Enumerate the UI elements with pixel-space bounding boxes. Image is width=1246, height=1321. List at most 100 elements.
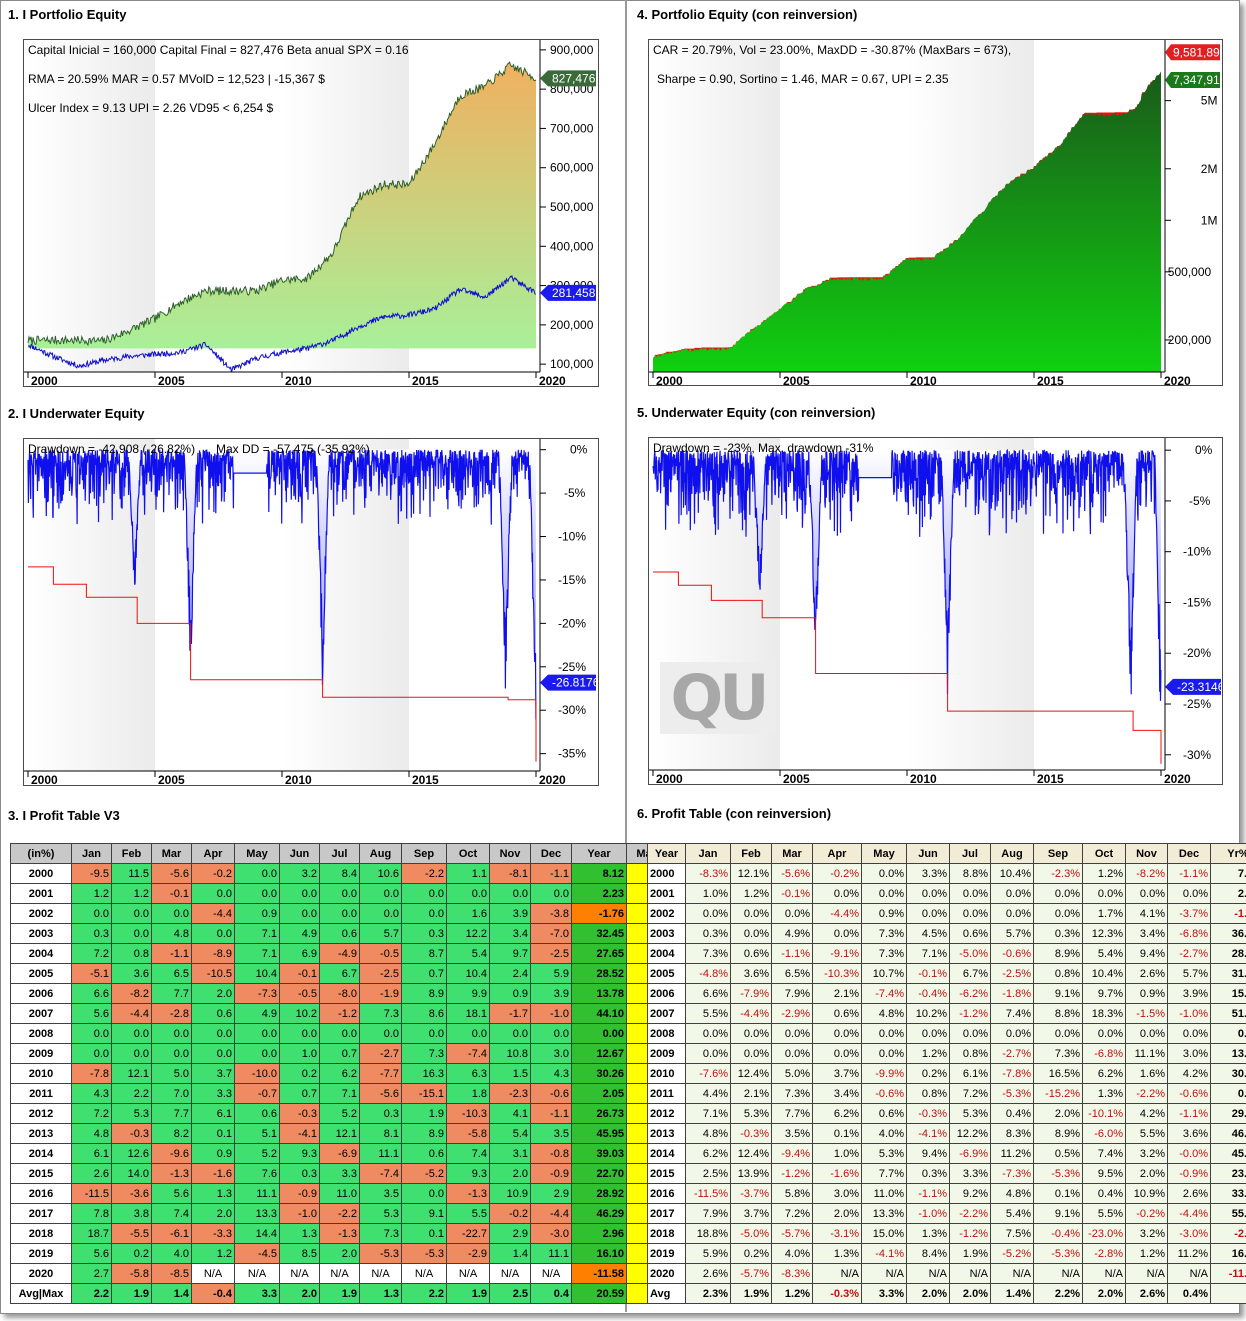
- table-cell: 6.5%: [771, 963, 813, 984]
- table-cell: -0.2: [489, 1203, 531, 1224]
- table-cell: 0.4%: [1210, 1083, 1246, 1104]
- x-tick-label: 2020: [1164, 374, 1191, 385]
- table-cell: N/A: [319, 1263, 360, 1284]
- table-cell: -15.1: [401, 1083, 447, 1104]
- qu-watermark-logo: QU: [660, 662, 776, 734]
- table-cell: -8.0: [319, 983, 360, 1004]
- row-year-label: 2016: [10, 1183, 72, 1204]
- table-cell: 0.1%: [812, 1123, 862, 1144]
- table-cell: 0.0: [279, 903, 320, 924]
- table-cell: 2.1%: [1210, 883, 1246, 904]
- row-year-label: 2005: [647, 963, 686, 984]
- row-year-label: 2009: [647, 1043, 686, 1064]
- table-cell: -2.8: [151, 1003, 192, 1024]
- table-cell: -8.3%: [685, 863, 731, 884]
- table-cell: 11.1: [359, 1143, 402, 1164]
- table-cell: 1.3: [191, 1183, 235, 1204]
- row-year-label: 2010: [647, 1063, 686, 1084]
- table-cell: 45.95: [571, 1123, 627, 1144]
- table-cell: -1.1%: [1167, 1103, 1211, 1124]
- table-cell: 0.0%: [1125, 883, 1168, 904]
- table-cell: 2.2%: [1033, 1283, 1083, 1304]
- table-cell: 7.1%: [685, 1103, 731, 1124]
- table-cell: 7.2: [71, 943, 112, 964]
- table-cell: 7.5%: [990, 1223, 1034, 1244]
- table-cell: 2.1%: [730, 1083, 772, 1104]
- table-cell: -5.0%: [730, 1223, 772, 1244]
- table-cell: 1.3%: [906, 1223, 950, 1244]
- table-cell: 12.2: [446, 923, 490, 944]
- table-cell: -0.1%: [906, 963, 950, 984]
- table-cell: N/A: [1125, 1263, 1168, 1284]
- table-cell: 7.7: [151, 1103, 192, 1124]
- chart-svg: 100,000200,000300,000400,000500,000600,0…: [24, 40, 596, 386]
- portfolio-equity-chart: 100,000200,000300,000400,000500,000600,0…: [23, 39, 599, 387]
- table-cell: 0.0%: [1033, 1023, 1083, 1044]
- table-cell: -5.7%: [771, 1223, 813, 1244]
- table-cell: -1.0%: [906, 1203, 950, 1224]
- table-cell: 0.0: [279, 883, 320, 904]
- table-cell: 8.9%: [1033, 1123, 1083, 1144]
- table-cell: 27.65: [571, 943, 627, 964]
- table-cell: 0.0%: [1082, 1023, 1126, 1044]
- table-cell: 5.0: [151, 1063, 192, 1084]
- table-cell: -0.2%: [1125, 1203, 1168, 1224]
- y-tick-label: 2M: [1201, 162, 1218, 176]
- x-tick-label: 2005: [783, 772, 810, 784]
- table-cell: 0.3: [359, 1103, 402, 1124]
- table-cell: 0.0%: [1167, 1023, 1211, 1044]
- column-header: Year: [647, 843, 686, 864]
- table-cell: 0.0: [359, 903, 402, 924]
- table-cell: -0.6%: [861, 1083, 907, 1104]
- table-cell: -1.2: [319, 1003, 360, 1024]
- table-cell: 13.78: [571, 983, 627, 1004]
- table-cell: -4.4: [191, 903, 235, 924]
- table-cell: 5.4: [489, 1123, 531, 1144]
- table-cell: 7.6: [234, 1163, 280, 1184]
- table-cell: 0.0%: [906, 1023, 950, 1044]
- table-cell: 8.3%: [990, 1123, 1034, 1144]
- table-cell: 2.5: [489, 1283, 531, 1304]
- column-header: Dec: [530, 843, 572, 864]
- table-cell: 4.8%: [861, 1003, 907, 1024]
- table-cell: 10.7%: [861, 963, 907, 984]
- column-header: Apr: [191, 843, 235, 864]
- table-row: 2011 4.4% 2.1% 7.3% 3.4% -0.6% 0.8% 7.2% -5.3% -1…: [647, 1083, 1246, 1104]
- table-row: 2014 6.1 12.6 -9.6 0.9 5.2 9.3 -6.9 11.1 0.6 7.4 3.…: [10, 1143, 684, 1164]
- table-cell: 12.3%: [1082, 923, 1126, 944]
- table-cell: 9.5%: [1082, 1163, 1126, 1184]
- table-row: 2018 18.7 -5.5 -6.1 -3.3 14.4 1.3 -1.3 7.3 0.1 -22…: [10, 1223, 684, 1244]
- profit-table-v3: (in%) Jan Feb Mar Apr May Jun Jul Aug Sep Oct Nov De…: [10, 843, 684, 1304]
- table-cell: 0.0: [111, 903, 152, 924]
- table-row: 2016 -11.5% -3.7% 5.8% 3.0% 11.0% -1.1% 9.2% 4.8…: [647, 1183, 1246, 1204]
- x-tick-label: 2005: [783, 374, 810, 385]
- table-cell: 1.2%: [730, 883, 772, 904]
- table-cell: -0.6: [530, 1083, 572, 1104]
- y-tick-label: -25%: [1183, 697, 1211, 711]
- table-cell: -0.9: [530, 1163, 572, 1184]
- table-cell: 32.45: [571, 923, 627, 944]
- table-cell: -7.0: [530, 923, 572, 944]
- table-cell: 4.9%: [771, 923, 813, 944]
- table-cell: 7.3%: [861, 943, 907, 964]
- y-tick-label: 0%: [1195, 443, 1213, 457]
- table-cell: 0.4%: [1167, 1283, 1211, 1304]
- row-year-label: 2004: [10, 943, 72, 964]
- row-year-label: 2019: [647, 1243, 686, 1264]
- table-cell: 9.4%: [906, 1143, 950, 1164]
- table-cell: -0.3%: [906, 1103, 950, 1124]
- table-cell: 55.4%: [1210, 1203, 1246, 1224]
- table-cell: -2.2: [401, 863, 447, 884]
- table-cell: 1.4: [489, 1243, 531, 1264]
- row-year-label: 2000: [647, 863, 686, 884]
- table-cell: 7.1: [234, 943, 280, 964]
- table-cell: 16.3%: [1210, 1243, 1246, 1264]
- profit-table-reinvest: Year Jan Feb Mar Apr May Jun Jul Aug Sep Oct Nov Dec…: [647, 843, 1246, 1304]
- table-cell: 0.0%: [812, 1043, 862, 1064]
- table-cell: 0.6: [401, 1143, 447, 1164]
- table-cell: 2.1%: [812, 983, 862, 1004]
- column-header: Jul: [319, 843, 360, 864]
- table-cell: 11.0: [319, 1183, 360, 1204]
- table-cell: 3.3: [234, 1283, 280, 1304]
- table-cell: 4.9: [234, 1003, 280, 1024]
